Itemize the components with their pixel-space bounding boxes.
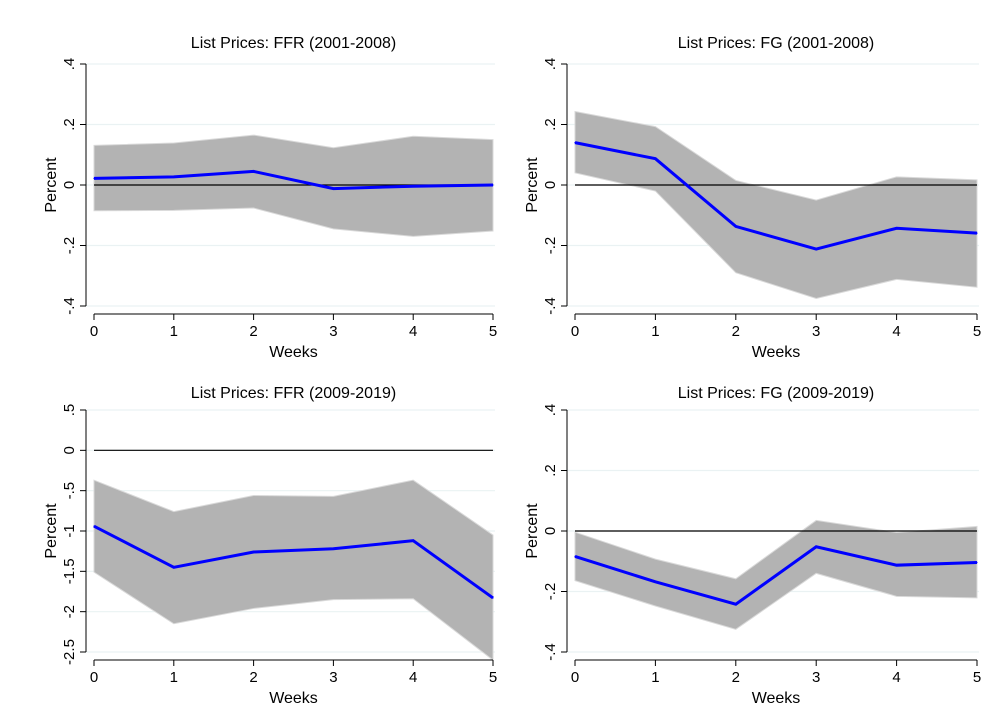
x-tick-label-5: 5 xyxy=(973,323,981,340)
x-tick-label-3: 3 xyxy=(812,323,820,340)
x-tick-label-1: 1 xyxy=(170,323,178,340)
y-tick-label-4: -.5 xyxy=(61,482,78,500)
data-point-3 xyxy=(332,548,334,550)
data-point-2 xyxy=(735,603,737,605)
x-tick-label-3: 3 xyxy=(812,669,820,686)
data-point-2 xyxy=(253,551,255,553)
x-tick-label-5: 5 xyxy=(489,669,497,686)
y-tick-label-4: .4 xyxy=(542,58,559,71)
x-tick-label-3: 3 xyxy=(329,669,337,686)
data-point-3 xyxy=(815,546,817,548)
y-tick-label-4: .4 xyxy=(542,404,559,417)
chart-panel-2: -.4 -.2 0 .2 .4 0 1 2 3 4 5 List Prices: FG (2001-2… xyxy=(524,35,981,361)
y-tick-label-0: -.4 xyxy=(542,297,559,315)
x-tick-label-0: 0 xyxy=(571,669,579,686)
chart-title: List Prices: FG (2001-2008) xyxy=(678,35,875,52)
x-tick-label-2: 2 xyxy=(249,323,257,340)
confidence-band xyxy=(93,479,494,662)
x-axis-label: Weeks xyxy=(752,690,801,707)
x-tick-label-0: 0 xyxy=(571,323,579,340)
y-tick-label-5: 0 xyxy=(61,446,78,454)
data-point-1 xyxy=(173,176,175,178)
data-point-1 xyxy=(654,158,657,160)
chart-title: List Prices: FG (2009-2019) xyxy=(678,385,875,402)
y-tick-label-0: -.4 xyxy=(542,643,559,661)
data-point-4 xyxy=(412,540,414,542)
x-tick-label-4: 4 xyxy=(892,323,900,340)
y-tick-label-3: .2 xyxy=(542,464,559,477)
data-point-3 xyxy=(332,188,334,190)
y-tick-label-1: -2 xyxy=(61,605,78,618)
data-point-4 xyxy=(896,564,898,566)
x-tick-label-0: 0 xyxy=(90,323,98,340)
data-point-1 xyxy=(654,581,657,583)
series-line xyxy=(93,169,494,191)
x-tick-label-5: 5 xyxy=(489,323,497,340)
chart-panel-3: -2.5 -2 -1.5 -1 -.5 0 .5 0 1 2 3 4 5 List Prices: FFR… xyxy=(43,385,497,707)
data-point-4 xyxy=(896,227,898,229)
confidence-band xyxy=(574,110,978,299)
x-axis-label: Weeks xyxy=(269,690,318,707)
x-tick-label-5: 5 xyxy=(973,669,981,686)
x-tick-label-2: 2 xyxy=(249,669,257,686)
data-point-1 xyxy=(173,566,175,568)
y-tick-label-0: -2.5 xyxy=(61,639,78,665)
chart-title: List Prices: FFR (2001-2008) xyxy=(191,35,396,52)
series-line xyxy=(574,545,978,606)
y-tick-label-0: -.4 xyxy=(61,297,78,315)
series-line xyxy=(93,524,494,600)
y-tick-label-2: 0 xyxy=(61,181,78,189)
x-tick-label-4: 4 xyxy=(409,669,417,686)
y-axis-label: Percent xyxy=(43,157,60,213)
data-point-2 xyxy=(253,170,255,172)
x-axis-label: Weeks xyxy=(752,344,801,361)
data-point-5 xyxy=(492,597,494,599)
y-tick-label-1: -.2 xyxy=(61,237,78,255)
data-point-3 xyxy=(815,248,817,250)
y-tick-label-3: -1 xyxy=(61,524,78,537)
x-tick-label-2: 2 xyxy=(732,323,740,340)
y-tick-label-1: -.2 xyxy=(542,237,559,255)
x-tick-label-2: 2 xyxy=(732,669,740,686)
x-tick-label-1: 1 xyxy=(651,669,659,686)
data-point-5 xyxy=(976,232,978,234)
data-point-0 xyxy=(93,177,95,179)
y-axis-label: Percent xyxy=(524,503,541,559)
y-tick-label-2: -1.5 xyxy=(61,558,78,584)
y-tick-label-3: .2 xyxy=(61,118,78,131)
series-line xyxy=(574,141,978,251)
data-point-0 xyxy=(93,525,95,527)
data-point-0 xyxy=(574,555,576,558)
confidence-band xyxy=(93,134,494,237)
data-point-4 xyxy=(412,185,414,187)
y-tick-label-1: -.2 xyxy=(542,583,559,601)
data-point-2 xyxy=(735,225,737,228)
x-axis-label: Weeks xyxy=(269,344,318,361)
x-tick-label-4: 4 xyxy=(409,323,417,340)
y-tick-label-2: 0 xyxy=(542,181,559,189)
y-tick-label-6: .5 xyxy=(61,404,78,417)
y-tick-label-4: .4 xyxy=(61,58,78,71)
x-tick-label-0: 0 xyxy=(90,669,98,686)
data-point-5 xyxy=(492,184,494,186)
x-tick-label-4: 4 xyxy=(892,669,900,686)
chart-title: List Prices: FFR (2009-2019) xyxy=(191,385,396,402)
x-tick-label-1: 1 xyxy=(170,669,178,686)
y-tick-label-2: 0 xyxy=(542,527,559,535)
y-axis-label: Percent xyxy=(524,157,541,213)
x-tick-label-1: 1 xyxy=(651,323,659,340)
y-tick-label-3: .2 xyxy=(542,118,559,131)
y-axis-label: Percent xyxy=(43,503,60,559)
chart-panel-1: -.4 -.2 0 .2 .4 0 1 2 3 4 5 List Prices: FFR (2001-… xyxy=(43,35,497,361)
data-point-0 xyxy=(574,142,576,144)
x-tick-label-3: 3 xyxy=(329,323,337,340)
data-point-5 xyxy=(976,561,978,564)
chart-panel-4: -.4 -.2 0 .2 .4 0 1 2 3 4 5 List Prices: FG (2009-2… xyxy=(524,385,981,707)
